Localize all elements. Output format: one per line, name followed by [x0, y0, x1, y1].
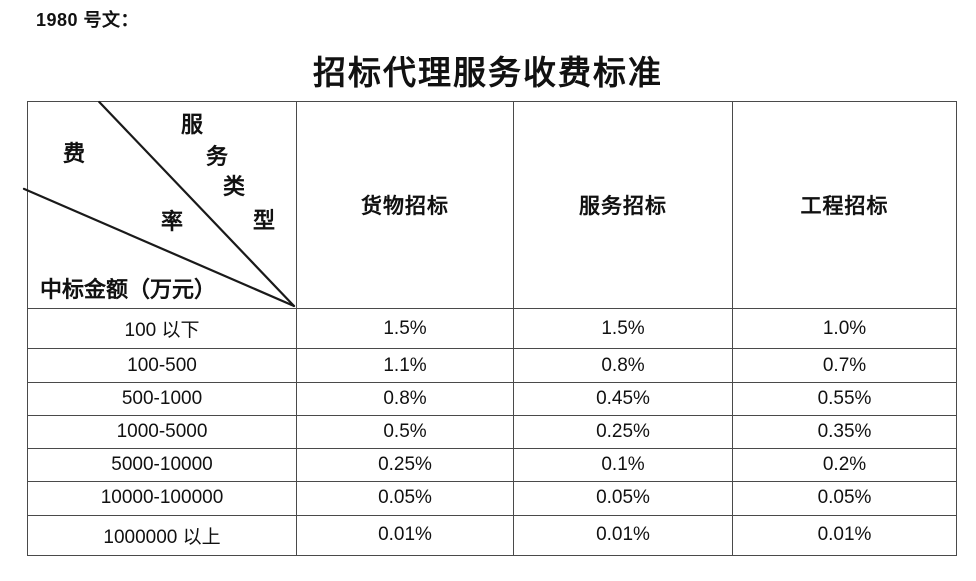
table-row: 1000000 以上 0.01% 0.01% 0.01%	[27, 514, 957, 557]
row-label: 1000000 以上	[27, 514, 297, 557]
diagonal-header-cell: 服 务 类 型 费 率 中标金额（万元）	[22, 100, 297, 309]
row-label: 1000-5000	[27, 414, 297, 450]
rate-cell: 0.1%	[513, 448, 733, 483]
rate-cell: 0.01%	[296, 514, 514, 557]
rate-cell: 0.25%	[513, 414, 733, 450]
corner-label-service-char-2: 务	[205, 144, 229, 169]
rate-cell: 0.8%	[513, 348, 733, 383]
rate-cell: 0.01%	[732, 514, 957, 557]
row-label: 10000-100000	[27, 481, 297, 516]
rate-cell: 0.7%	[732, 348, 957, 383]
table-row: 10000-100000 0.05% 0.05% 0.05%	[27, 481, 957, 516]
corner-label-service-char-3: 类	[222, 174, 246, 199]
doc-number: 1980 号文：	[36, 10, 140, 30]
column-header-goods: 货物招标	[296, 101, 514, 309]
rate-cell: 0.8%	[296, 381, 514, 416]
row-label: 5000-10000	[27, 448, 297, 483]
row-label: 100-500	[27, 348, 297, 383]
table-header-row: 服 务 类 型 费 率 中标金额（万元） 货物招标 服务招标 工程招标	[22, 100, 957, 309]
rate-cell: 0.55%	[732, 381, 957, 416]
table-row: 1000-5000 0.5% 0.25% 0.35%	[27, 414, 957, 450]
fee-standard-table: 服 务 类 型 费 率 中标金额（万元） 货物招标 服务招标 工程招标 100 …	[22, 100, 957, 557]
rate-cell: 0.45%	[513, 381, 733, 416]
corner-label-service-char-1: 服	[180, 112, 204, 137]
rate-cell: 1.0%	[732, 307, 957, 350]
rate-cell: 0.35%	[732, 414, 957, 450]
rate-cell: 0.2%	[732, 448, 957, 483]
table-row: 5000-10000 0.25% 0.1% 0.2%	[27, 448, 957, 483]
rate-cell: 0.05%	[296, 481, 514, 516]
column-header-service: 服务招标	[513, 101, 733, 309]
rate-cell: 0.25%	[296, 448, 514, 483]
column-header-engineering: 工程招标	[732, 101, 957, 309]
diagonal-lines	[22, 100, 296, 308]
rate-cell: 1.1%	[296, 348, 514, 383]
corner-label-service-char-4: 型	[252, 208, 276, 233]
diagonal-line-lower	[22, 187, 296, 308]
corner-label-fee-char-2: 率	[160, 209, 184, 234]
rate-cell: 1.5%	[296, 307, 514, 350]
row-label: 500-1000	[27, 381, 297, 416]
table-row: 100 以下 1.5% 1.5% 1.0%	[27, 307, 957, 350]
rate-cell: 0.05%	[513, 481, 733, 516]
table-row: 100-500 1.1% 0.8% 0.7%	[27, 348, 957, 383]
rate-cell: 0.5%	[296, 414, 514, 450]
corner-label-fee-char-1: 费	[62, 141, 86, 166]
corner-label-amount: 中标金额（万元）	[40, 277, 217, 302]
row-label: 100 以下	[27, 307, 297, 350]
rate-cell: 1.5%	[513, 307, 733, 350]
rate-cell: 0.01%	[513, 514, 733, 557]
diagonal-line-upper	[98, 100, 296, 308]
rate-cell: 0.05%	[732, 481, 957, 516]
page-title: 招标代理服务收费标准	[313, 56, 663, 92]
table-row: 500-1000 0.8% 0.45% 0.55%	[27, 381, 957, 416]
